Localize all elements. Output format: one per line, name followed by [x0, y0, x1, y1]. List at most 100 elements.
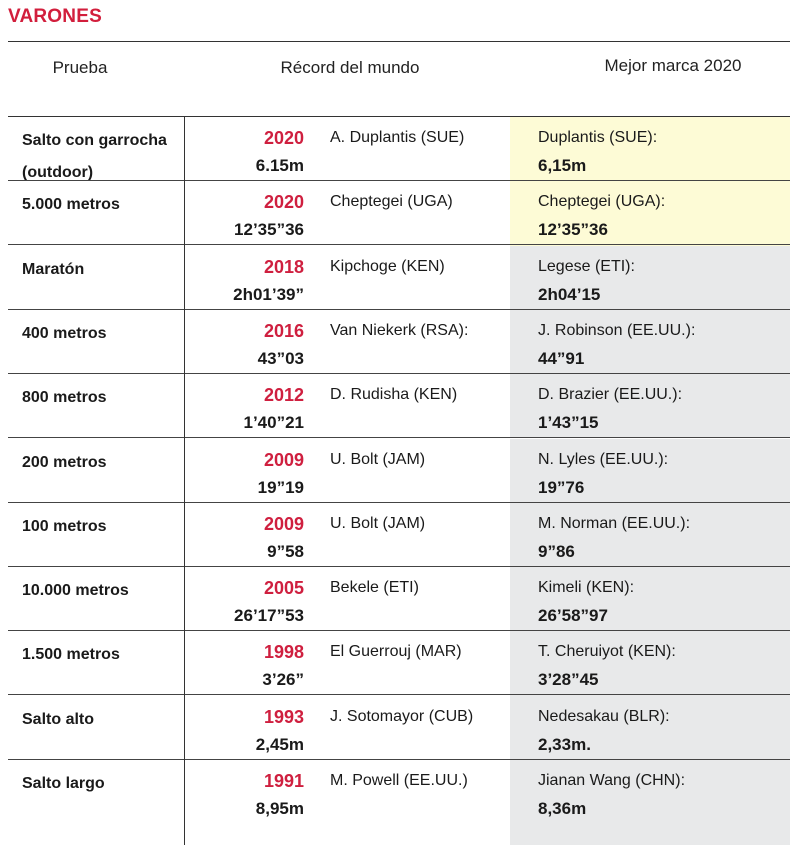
- table-row: 400 metros 2016 43”03 Van Niekerk (RSA): J. …: [8, 310, 790, 374]
- table-row: 1.500 metros 1998 3’26” El Guerrouj (MAR) T.…: [8, 631, 790, 696]
- row-divider: [8, 180, 790, 181]
- best-mark-cell-bg: [510, 567, 790, 632]
- record-holder: D. Rudisha (KEN): [330, 386, 458, 404]
- event-name: 1.500 metros: [22, 646, 120, 664]
- world-record-mark: 2,45m: [255, 734, 304, 754]
- best-2020-athlete: Duplantis (SUE):: [538, 129, 658, 146]
- world-record-mark: 19”19: [257, 477, 304, 497]
- best-2020-athlete: Cheptegei (UGA):: [538, 193, 666, 211]
- table-row: Salto con garrocha (outdoor) 2020 6.15m A. …: [8, 117, 790, 181]
- record-holder: U. Bolt (JAM): [330, 514, 426, 532]
- event-column-divider: [184, 116, 185, 845]
- best-mark-cell-bg: [510, 309, 790, 375]
- best-2020-athlete: D. Brazier (EE.UU.):: [538, 386, 683, 404]
- row-divider: [8, 694, 790, 696]
- table-row: 800 metros 2012 1’40”21 D. Rudisha (KEN) D. …: [8, 374, 790, 439]
- row-divider: [8, 308, 790, 310]
- best-mark-cell-bg: [510, 374, 790, 439]
- best-2020-athlete: N. Lyles (EE.UU.):: [538, 450, 669, 468]
- world-record-mark: 26’17”53: [234, 606, 304, 626]
- record-holder: El Guerrouj (MAR): [330, 643, 462, 661]
- record-year: 2009: [263, 449, 304, 470]
- best-mark-cell-bg: [510, 502, 790, 568]
- best-2020-mark: 2,33m.: [538, 734, 591, 754]
- event-name: 200 metros: [22, 453, 107, 471]
- record-year: 1991: [263, 771, 304, 791]
- record-holder: A. Duplantis (SUE): [330, 129, 465, 146]
- row-divider: [8, 565, 790, 567]
- best-mark-cell-bg: [510, 760, 790, 845]
- world-record-mark: 1’40”21: [243, 413, 305, 433]
- best-mark-cell-bg: [510, 695, 790, 760]
- best-mark-cell-bg: [510, 245, 790, 310]
- row-divider: [8, 372, 790, 374]
- record-year: 1998: [263, 642, 304, 663]
- event-name: Salto largo: [22, 775, 105, 792]
- best-mark-cell-bg: [510, 631, 790, 696]
- record-holder: U. Bolt (JAM): [330, 450, 426, 468]
- best-2020-mark: 6,15m: [538, 156, 587, 175]
- best-2020-mark: 44”91: [538, 348, 585, 368]
- event-name: 800 metros: [22, 389, 107, 407]
- table-row: 10.000 metros 2005 26’17”53 Bekele (ETI) Kim…: [8, 567, 790, 632]
- world-record-mark: 12’35”36: [234, 220, 304, 240]
- world-record-mark: 3’26”: [262, 670, 304, 690]
- event-name: Maratón: [22, 260, 85, 278]
- row-divider: [8, 244, 790, 246]
- best-2020-mark: 9”86: [538, 541, 575, 561]
- best-2020-athlete: T. Cheruiyot (KEN):: [538, 643, 676, 661]
- record-holder: J. Sotomayor (CUB): [330, 707, 474, 725]
- header-event: Prueba: [52, 58, 108, 77]
- record-year: 2020: [263, 192, 304, 213]
- best-2020-mark: 19”76: [538, 477, 585, 497]
- record-year: 2009: [263, 513, 304, 534]
- table-row: 100 metros 2009 9”58 U. Bolt (JAM) M. Norman…: [8, 503, 790, 567]
- record-year: 1993: [263, 706, 304, 727]
- record-year: 2016: [263, 320, 304, 341]
- best-2020-mark: 12’35”36: [538, 220, 608, 240]
- header-world-record: Récord del mundo: [280, 58, 420, 77]
- best-2020-mark: 1’43”15: [538, 413, 599, 433]
- event-name: Salto con garrocha (outdoor): [22, 132, 167, 181]
- record-year: 2005: [263, 578, 304, 599]
- world-record-mark: 43”03: [257, 348, 304, 368]
- best-2020-athlete: M. Norman (EE.UU.):: [538, 514, 691, 532]
- best-2020-mark: 26’58”97: [538, 606, 608, 626]
- header-best-2020: Mejor marca 2020: [604, 56, 742, 75]
- row-divider: [8, 630, 790, 632]
- record-holder: Bekele (ETI): [330, 579, 419, 597]
- best-2020-athlete: J. Robinson (EE.UU.):: [538, 321, 696, 339]
- record-year: 2012: [263, 385, 304, 406]
- table-row: Maratón 2018 2h01’39” Kipchoge (KEN) Legese …: [8, 246, 790, 310]
- best-2020-mark: 2h04’15: [538, 284, 601, 304]
- best-mark-cell-bg: [510, 181, 790, 246]
- world-record-mark: 2h01’39”: [233, 284, 304, 304]
- row-divider: [8, 437, 790, 439]
- table-row: Salto alto 1993 2,45m J. Sotomayor (CUB) Ned…: [8, 696, 790, 760]
- event-name: Salto alto: [22, 710, 95, 728]
- header-rule: [8, 116, 790, 117]
- record-holder: Van Niekerk (RSA):: [330, 321, 469, 339]
- world-record-mark: 9”58: [267, 541, 304, 561]
- best-mark-cell-bg: [510, 438, 790, 503]
- row-divider: [8, 501, 790, 503]
- record-year: 2018: [263, 256, 304, 277]
- table-row: 200 metros 2009 19”19 U. Bolt (JAM) N. Lyles…: [8, 439, 790, 503]
- record-holder: Kipchoge (KEN): [330, 257, 445, 275]
- best-2020-athlete: Legese (ETI):: [538, 257, 635, 275]
- event-name: 10.000 metros: [22, 582, 129, 600]
- event-name: 400 metros: [22, 324, 107, 342]
- best-2020-athlete: Jianan Wang (CHN):: [538, 772, 686, 789]
- record-year: 2020: [263, 128, 304, 148]
- best-2020-athlete: Nedesakau (BLR):: [538, 707, 670, 725]
- world-record-mark: 6.15m: [255, 156, 304, 175]
- world-record-mark: 8,95m: [255, 799, 304, 818]
- best-mark-cell-bg: [510, 117, 790, 182]
- record-holder: M. Powell (EE.UU.): [330, 772, 468, 789]
- section-title: VARONES: [8, 6, 102, 27]
- record-holder: Cheptegei (UGA): [330, 193, 453, 211]
- best-2020-mark: 8,36m: [538, 799, 587, 818]
- best-2020-mark: 3’28”45: [538, 670, 599, 690]
- table-row: Salto largo 1991 8,95m M. Powell (EE.UU.) Ji…: [8, 760, 790, 824]
- event-name: 5.000 metros: [22, 196, 120, 214]
